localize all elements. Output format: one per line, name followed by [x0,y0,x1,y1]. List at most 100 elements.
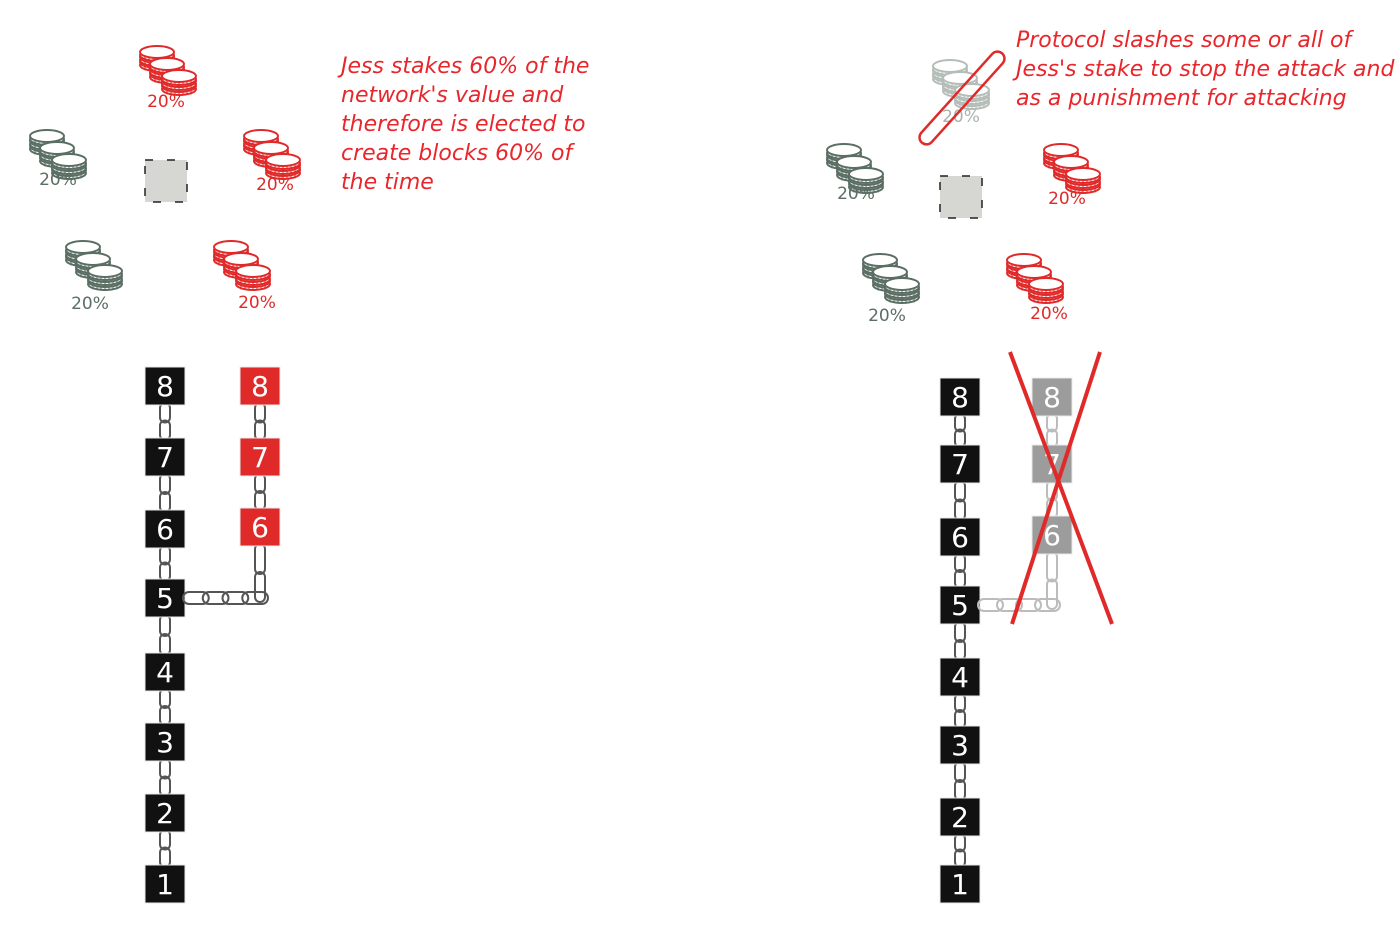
block-number: 1 [951,868,969,901]
caption-line: create blocks 60% of [341,141,573,166]
coin-stack-icon [1006,253,1064,304]
block-number: 6 [156,513,174,546]
fork-block: 8 [239,366,281,406]
block: 7 [939,444,981,484]
coin-stack-icon [213,240,271,291]
stake-percent-label: 20% [71,294,109,314]
block-number: 8 [156,370,174,403]
chain-link-icon [254,402,266,441]
stake-percent-label: 20% [837,184,875,204]
block-number: 1 [156,868,174,901]
caption-line: the time [341,170,434,195]
chain-link-icon [954,693,966,729]
fork-block: 6 [1031,515,1073,555]
stake-percent-label: 20% [1030,304,1068,324]
coin-stack-icon [1043,143,1101,194]
stake-percent-label: 20% [39,170,77,190]
block-number: 6 [1043,519,1061,552]
block-number: 7 [951,448,969,481]
caption-line: Jess's stake to stop the attack and [1016,57,1395,82]
block: 5 [939,585,981,625]
coin-stack-icon [29,129,87,180]
block: 3 [939,725,981,765]
block-number: 3 [156,726,174,759]
block: 3 [144,722,186,762]
block: 5 [144,578,186,618]
stake-percent-label: 20% [942,107,980,127]
block-number: 8 [951,381,969,414]
fork-chain: 678 [977,377,1073,612]
block-number: 3 [951,729,969,762]
red-x-mark [1008,351,1114,625]
block: 8 [939,377,981,417]
chain-link-icon [159,758,171,797]
block: 2 [939,797,981,837]
stake-percent-label: 20% [238,293,276,313]
block: 6 [939,517,981,557]
dashed-square-icon [144,159,188,203]
fork-block: 8 [1031,377,1073,417]
block-number: 4 [156,656,174,689]
coin-stack-icon [826,143,884,194]
stake-percent-label: 20% [256,175,294,195]
chain-link-icon [954,621,966,661]
chain-link-icon [954,553,966,589]
block-number: 2 [156,797,174,830]
block-number: 7 [156,441,174,474]
chain-link-icon [159,402,171,441]
coin-stack-icon [862,253,920,304]
chain-link-icon [954,480,966,521]
stake-percent-label: 20% [1048,189,1086,209]
caption-line: network's value and [341,83,564,108]
chain-link-icon [1046,413,1058,448]
fork-block: 7 [239,437,281,477]
block: 1 [939,864,981,904]
fork-block: 6 [239,507,281,547]
block-number: 6 [251,511,269,544]
panel-before-slash: 20% 20% 20% 20% 20% 1 2 3 4 5 6 7 8 6 7 8 [29,45,301,904]
caption-line: therefore is elected to [341,112,586,137]
block: 7 [144,437,186,477]
chain-link-icon [159,688,171,726]
block: 1 [144,864,186,904]
coin-stack-icon [65,240,123,291]
block: 8 [144,366,186,406]
stake-percent-label: 20% [868,306,906,326]
caption-before-slash: Jess stakes 60% of the network's value a… [341,52,589,197]
coin-stack-icon [139,45,197,96]
chain-link-icon [159,614,171,656]
caption-line: as a punishment for attacking [1016,86,1347,111]
chain-link-icon [954,833,966,868]
block: 2 [144,793,186,833]
block-number: 5 [156,582,174,615]
chain-link-icon [182,591,269,605]
caption-after-slash: Protocol slashes some or all of Jess's s… [1016,26,1394,113]
block-number: 2 [951,801,969,834]
block-number: 7 [251,441,269,474]
main-chain: 1 2 3 4 5 6 7 8 [939,377,981,904]
block-number: 4 [951,661,969,694]
slash-mark [918,50,1006,146]
block-number: 5 [951,589,969,622]
chain-link-icon [977,598,1061,612]
chain-link-icon [954,413,966,448]
caption-line: Protocol slashes some or all of [1016,28,1352,53]
block: 6 [144,509,186,549]
chain-link-icon [254,543,266,603]
block: 4 [144,652,186,692]
block-number: 8 [1043,381,1061,414]
fork-chain: 6 7 8 [182,366,281,605]
chain-link-icon [159,829,171,868]
block-number: 8 [251,370,269,403]
dashed-square-icon [939,175,983,219]
block: 4 [939,657,981,697]
block-number: 6 [951,521,969,554]
chain-link-icon [954,761,966,801]
chain-link-icon [159,473,171,513]
caption-line: Jess stakes 60% of the [341,54,590,79]
chain-link-icon [254,473,266,511]
chain-link-icon [159,545,171,582]
chain-link-icon [1046,551,1058,610]
